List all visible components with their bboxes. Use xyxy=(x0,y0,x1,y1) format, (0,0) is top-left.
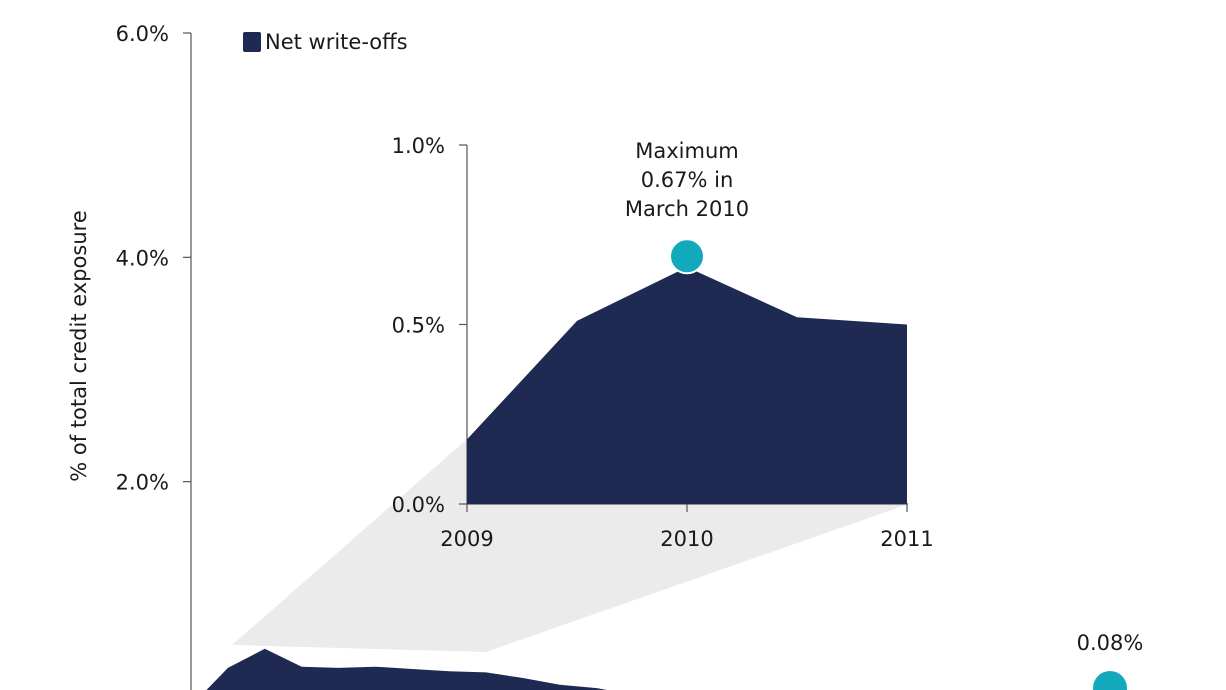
inset-x-ticks: 2009 2010 2011 xyxy=(440,504,934,551)
main-y-ticks: 6.0% 4.0% 2.0% xyxy=(116,22,191,495)
inset-y-tick-label: 0.0% xyxy=(392,493,445,517)
inset-x-tick-label: 2010 xyxy=(660,527,713,551)
y-axis-label: % of total credit exposure xyxy=(67,210,91,481)
main-y-tick-label: 6.0% xyxy=(116,22,169,46)
main-area-net-write-offs xyxy=(206,648,608,690)
inset-y-tick-label: 1.0% xyxy=(392,134,445,158)
main-chart: 6.0% 4.0% 2.0% 0.08% % of total credit exp… xyxy=(67,22,1144,690)
main-value-label: 0.08% xyxy=(1077,631,1144,655)
legend-swatch-net-write-offs xyxy=(243,32,261,52)
legend-label-net-write-offs: Net write-offs xyxy=(265,30,408,54)
main-y-tick-label: 4.0% xyxy=(116,246,169,270)
inset-max-annotation: Maximum 0.67% in March 2010 xyxy=(625,139,749,221)
main-y-tick-label: 2.0% xyxy=(116,471,169,495)
inset-y-ticks: 1.0% 0.5% 0.0% xyxy=(392,134,467,517)
main-value-marker xyxy=(1093,671,1127,690)
inset-x-tick-label: 2011 xyxy=(880,527,933,551)
inset-annotation-line: Maximum xyxy=(635,139,738,163)
inset-area-net-write-offs xyxy=(467,267,907,504)
legend: Net write-offs xyxy=(243,30,408,54)
inset-annotation-line: March 2010 xyxy=(625,197,749,221)
inset-x-tick-label: 2009 xyxy=(440,527,493,551)
inset-max-marker xyxy=(669,238,705,275)
inset-chart: 1.0% 0.5% 0.0% 2009 2010 2011 Maximum 0.67% i… xyxy=(392,134,934,551)
inset-annotation-line: 0.67% in xyxy=(641,168,734,192)
inset-y-tick-label: 0.5% xyxy=(392,314,445,338)
